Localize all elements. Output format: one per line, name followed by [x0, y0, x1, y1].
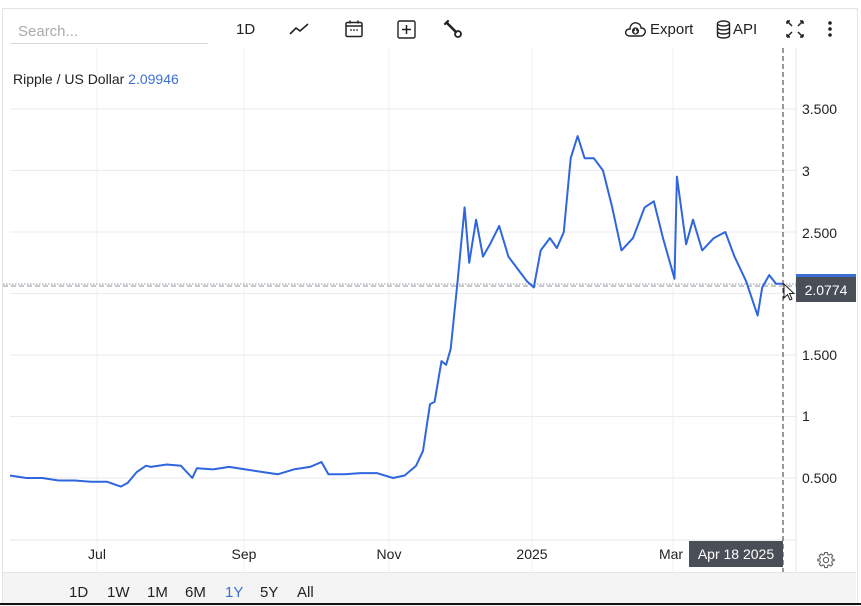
chart-widget [2, 8, 858, 605]
x-tick: 2025 [516, 546, 548, 562]
range-button-1m[interactable]: 1M [147, 584, 168, 601]
y-tick: 0.500 [802, 470, 838, 486]
symbol-name: Ripple / US Dollar [13, 71, 125, 87]
api-button[interactable]: API [716, 16, 757, 42]
settings-tools-button[interactable] [443, 16, 463, 42]
fullscreen-button[interactable] [785, 16, 805, 42]
interval-button[interactable]: 1D [236, 16, 255, 42]
range-button-1w[interactable]: 1W [107, 584, 130, 601]
cloud-download-icon [624, 20, 647, 38]
range-button-6m[interactable]: 6M [185, 584, 206, 601]
y-tick: 3.500 [802, 101, 838, 117]
line-chart-icon [289, 21, 309, 37]
interval-label: 1D [236, 20, 256, 38]
fullscreen-icon [785, 19, 805, 39]
y-tick: 3 [802, 163, 810, 179]
y-tick: 1 [802, 408, 810, 424]
crosshair-price-tag: 2.0774 [796, 274, 856, 302]
price-line [9, 135, 783, 488]
x-tick: Mar [658, 546, 684, 562]
chart-settings-button[interactable] [817, 551, 835, 574]
date-range-button[interactable] [344, 16, 364, 42]
symbol-search-input[interactable] [10, 20, 208, 44]
x-tick: Jul [88, 546, 106, 562]
add-indicator-icon [397, 19, 416, 39]
y-tick: 1.500 [802, 347, 838, 363]
wrench-icon [443, 19, 463, 39]
chart-toolbar: 1D Export API [0, 0, 861, 48]
api-label: API [733, 20, 758, 38]
bottom-border [0, 603, 861, 605]
mouse-cursor-icon [783, 282, 796, 301]
range-selector: 1D 1W 1M 6M 1Y 5Y All [3, 572, 856, 606]
range-button-1y[interactable]: 1Y [225, 584, 244, 601]
range-button-all[interactable]: All [297, 584, 314, 601]
calendar-icon [344, 19, 364, 39]
x-tick: Nov [376, 546, 402, 562]
export-label: Export [650, 20, 694, 38]
grid-lines [10, 48, 796, 572]
crosshair-date-tag: Apr 18 2025 [689, 541, 783, 567]
chart-type-button[interactable] [289, 16, 309, 42]
add-indicator-button[interactable] [397, 16, 416, 42]
range-button-1d[interactable]: 1D [69, 584, 89, 601]
chart-legend: Ripple / US Dollar 2.09946 [13, 71, 179, 87]
y-tick: 2.500 [802, 225, 838, 241]
range-button-5y[interactable]: 5Y [260, 584, 279, 601]
more-vertical-icon [826, 19, 834, 39]
more-menu-button[interactable] [826, 16, 834, 42]
gear-icon [817, 551, 835, 573]
export-button[interactable]: Export [624, 16, 693, 42]
last-price-value: 2.09946 [128, 71, 179, 87]
x-tick: Sep [231, 546, 257, 562]
database-icon [716, 19, 731, 39]
